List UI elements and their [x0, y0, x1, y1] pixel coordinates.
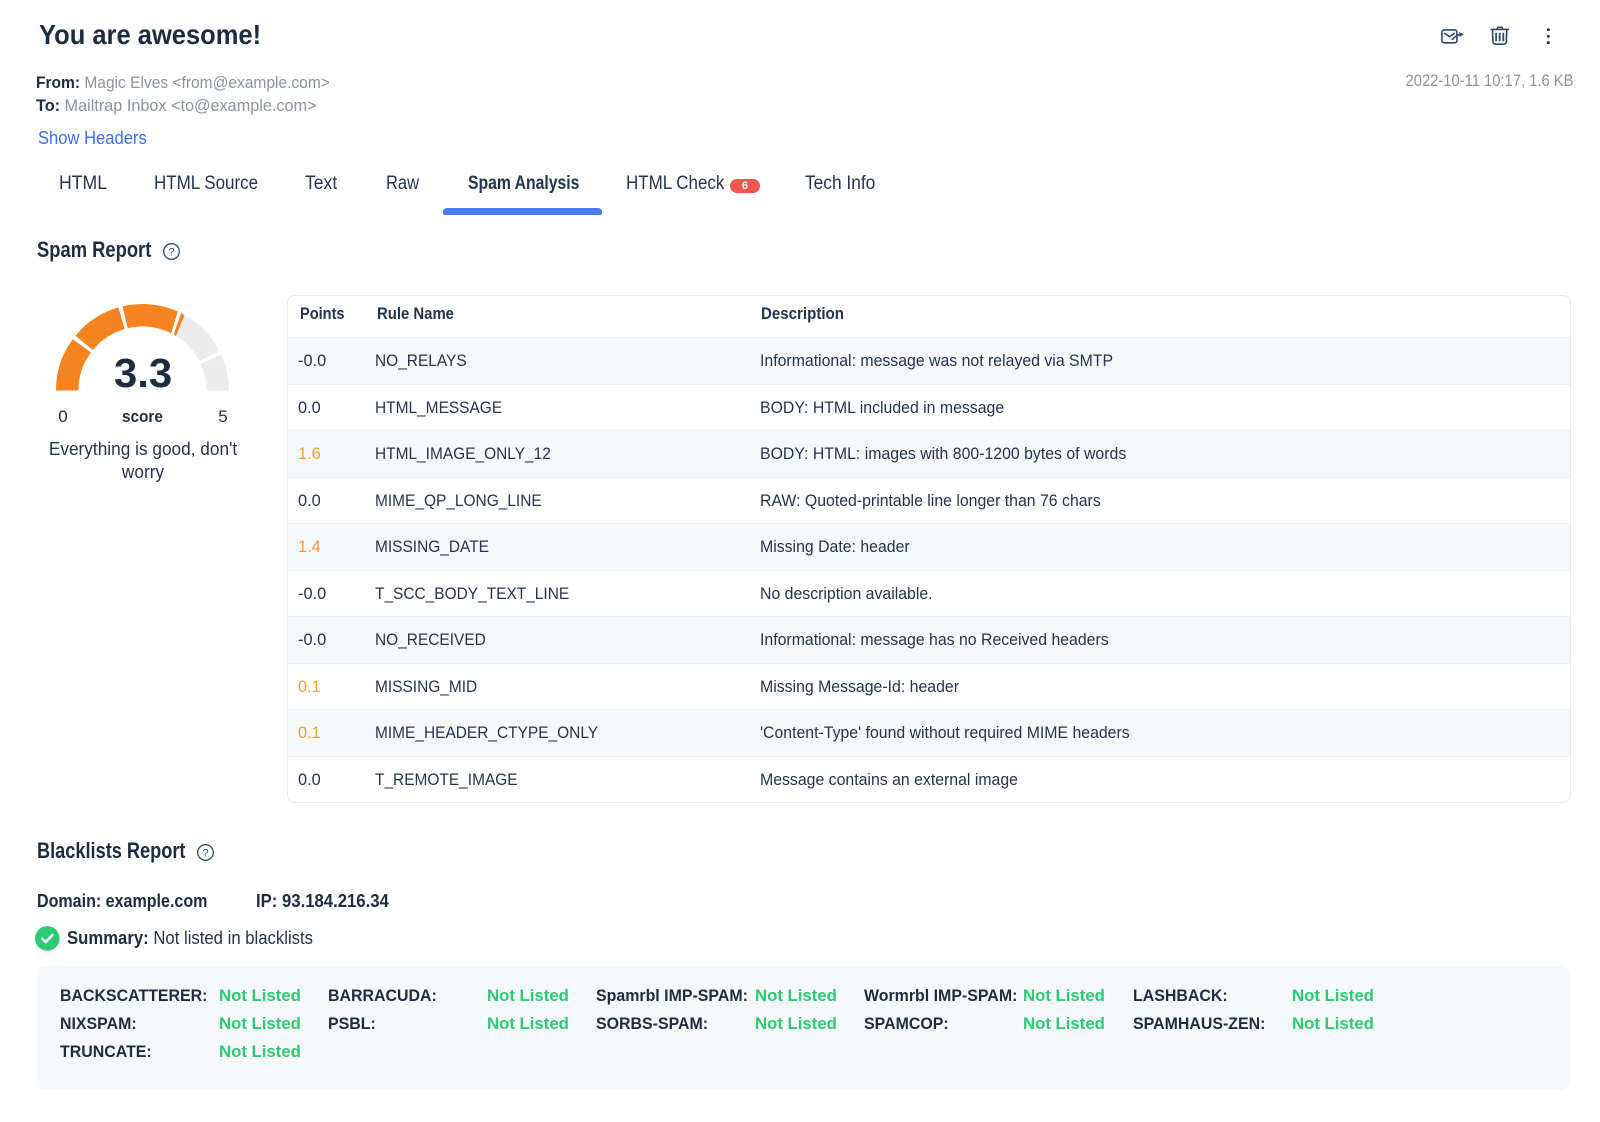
svg-text:?: ? [202, 847, 208, 859]
svg-text:?: ? [168, 247, 174, 259]
